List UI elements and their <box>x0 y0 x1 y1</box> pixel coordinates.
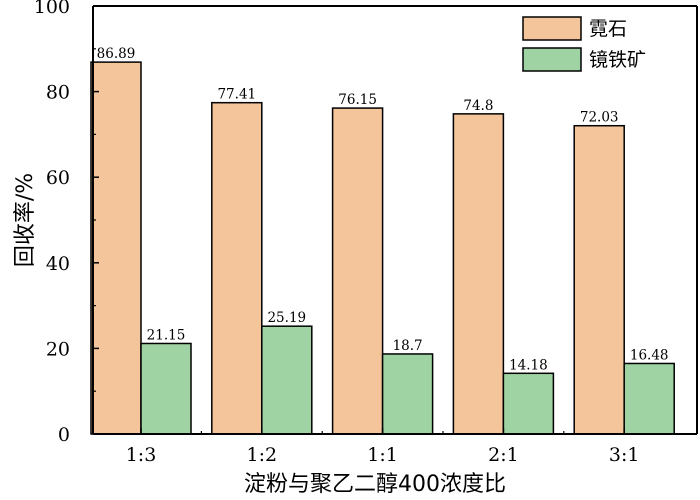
data-label: 18.7 <box>393 338 423 354</box>
data-label: 14.18 <box>509 357 548 373</box>
bar-series2-3 <box>502 372 555 435</box>
data-label: 25.19 <box>267 310 306 326</box>
data-label: 76.15 <box>338 92 377 108</box>
legend-swatch-series1 <box>522 16 582 41</box>
data-label: 21.15 <box>147 327 186 343</box>
y-tick-label: 80 <box>46 82 70 104</box>
data-label: 77.41 <box>217 87 256 103</box>
data-label: 74.8 <box>463 98 493 114</box>
bar-series1-4 <box>573 124 625 435</box>
x-tick-label: 1:1 <box>367 444 398 466</box>
bar-series2-4 <box>623 362 675 435</box>
data-label: 86.89 <box>97 46 136 62</box>
legend-swatch-series2 <box>522 47 582 72</box>
x-tick-label: 3:1 <box>609 444 640 466</box>
x-tick-label: 2:1 <box>488 444 519 466</box>
bar-series1-3 <box>452 113 505 435</box>
y-tick-label: 40 <box>46 253 70 275</box>
y-axis-title: 回收率/% <box>13 173 38 267</box>
legend-label-series2: 镜铁矿 <box>589 49 646 71</box>
data-label: 72.03 <box>580 110 619 126</box>
y-tick-label: 60 <box>46 167 70 189</box>
data-label: 16.48 <box>630 347 669 363</box>
bar-series2-1 <box>261 325 313 435</box>
y-tick-label: 0 <box>58 424 70 446</box>
y-tick-label: 100 <box>34 0 70 18</box>
bar-series2-2 <box>381 353 434 435</box>
x-tick-label: 1:2 <box>247 444 278 466</box>
x-axis-title: 淀粉与聚乙二醇400浓度比 <box>244 472 506 497</box>
x-tick-label: 1:3 <box>126 444 157 466</box>
bar-series1-0 <box>90 61 142 435</box>
legend-label-series1: 霓石 <box>589 18 627 40</box>
bar-series1-1 <box>211 101 263 435</box>
y-tick-label: 20 <box>46 338 70 360</box>
bar-series2-0 <box>140 342 192 435</box>
bar-series1-2 <box>331 107 384 435</box>
